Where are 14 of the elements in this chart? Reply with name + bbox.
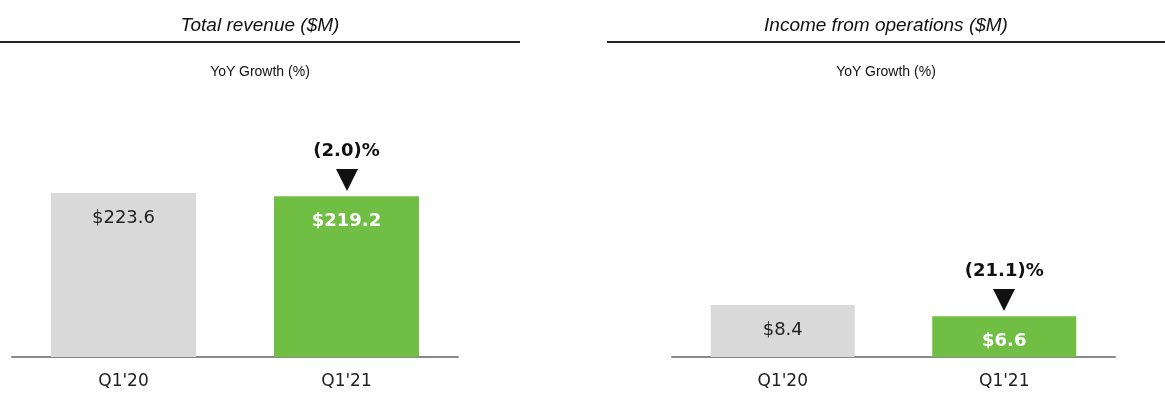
- annotation: (21.1)%: [964, 259, 1044, 281]
- data-label: $8.4: [762, 317, 803, 339]
- x-tick-label: Q1'20: [98, 369, 149, 390]
- x-tick-label: Q1'21: [321, 369, 372, 390]
- chart-subtitle: YoY Growth (%): [835, 63, 937, 79]
- x-tick-label: Q1'20: [757, 369, 809, 390]
- data-label: $223.6: [92, 205, 155, 227]
- data-label: $6.6: [982, 328, 1027, 350]
- chart-title: Income from operations ($M): [607, 14, 1165, 43]
- chart-subtitle: YoY Growth (%): [209, 63, 311, 79]
- annotation: (2.0)%: [313, 139, 380, 161]
- data-label: $219.2: [311, 208, 382, 230]
- x-tick-label: Q1'21: [978, 369, 1030, 390]
- chart-title: Total revenue ($M): [0, 14, 520, 43]
